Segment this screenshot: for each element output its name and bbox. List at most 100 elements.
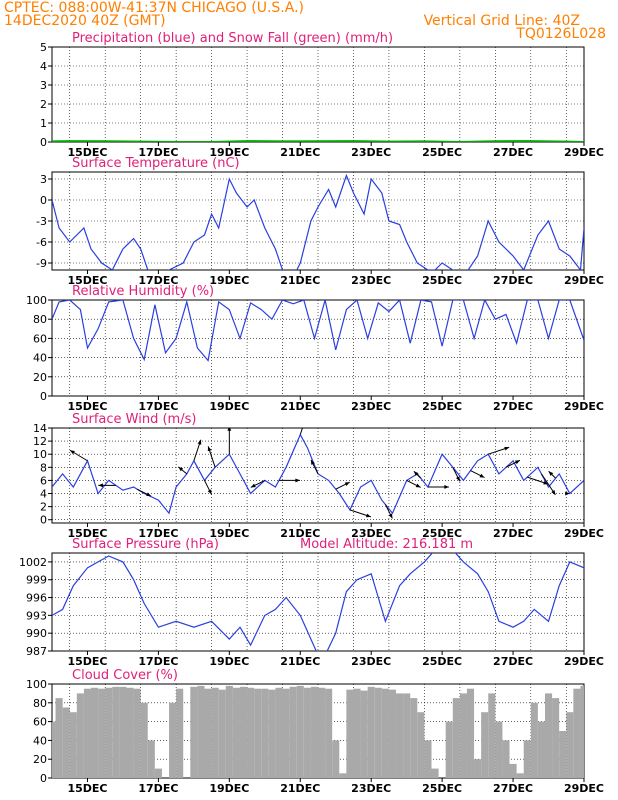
panel-title-precip: Precipitation (blue) and Snow Fall (gree…	[72, 31, 393, 46]
panel-title-cloud: Cloud Cover (%)	[72, 668, 178, 683]
x-tick-label: 25DEC	[422, 400, 462, 413]
panel-title-press: Surface Pressure (hPa)	[72, 537, 219, 552]
y-tick-label: 60	[33, 716, 47, 729]
y-tick-label: 996	[26, 592, 47, 605]
cloud-bar	[247, 687, 255, 778]
y-tick-label: 6	[40, 474, 47, 487]
x-tick-label: 15DEC	[67, 782, 107, 795]
x-tick-label: 27DEC	[493, 527, 533, 540]
y-tick-label: 14	[33, 422, 47, 435]
cloud-bar	[140, 702, 148, 778]
panel-title-rh: Relative Humidity (%)	[72, 284, 214, 299]
cloud-bar	[431, 768, 439, 778]
wind-vector-head	[178, 466, 184, 472]
wind-vector-head	[365, 513, 371, 518]
header-date: 14DEC2020 40Z (GMT)	[4, 13, 166, 29]
panel-title-wind: Surface Wind (m/s)	[72, 412, 196, 427]
x-tick-label: 15DEC	[67, 527, 107, 540]
cloud-bar	[261, 688, 269, 778]
wind-vector-head	[207, 446, 212, 452]
panel-frame	[51, 299, 585, 397]
cloud-bar	[225, 685, 233, 778]
x-tick-label: 15DEC	[67, 146, 107, 159]
x-tick-label: 19DEC	[209, 274, 249, 287]
cloud-bar	[537, 721, 545, 778]
cloud-bar	[346, 689, 354, 778]
x-tick-label: 27DEC	[493, 400, 533, 413]
wind-vector-head	[250, 483, 256, 488]
cloud-bar	[254, 688, 262, 778]
y-tick-label: 20	[33, 753, 47, 766]
cloud-bar	[83, 688, 92, 778]
x-tick-label: 21DEC	[280, 146, 320, 159]
cloud-bar	[318, 687, 326, 778]
cloud-bar	[310, 686, 318, 778]
wind-vector-head	[479, 473, 485, 478]
cloud-bar	[55, 698, 63, 778]
cloud-bar	[523, 740, 531, 778]
wind-vector-head	[551, 489, 556, 495]
cloud-bar	[360, 690, 368, 778]
panel-frame	[51, 552, 585, 652]
y-tick-label: 3	[40, 173, 47, 186]
x-tick-label: 21DEC	[280, 782, 320, 795]
wind-vector-head	[69, 450, 75, 455]
y-tick-label: 100	[26, 294, 47, 307]
cloud-bar	[374, 687, 382, 778]
x-tick-label: 17DEC	[138, 527, 178, 540]
x-tick-label: 19DEC	[209, 527, 249, 540]
cloud-bar	[204, 688, 212, 778]
wind-vector-head	[227, 428, 232, 431]
cloud-bar	[481, 712, 489, 778]
wind-vector-head	[98, 483, 103, 488]
panel-temp: -9 -6 -3 0 3 15DEC 17DEC 19DEC 21DEC 23DEC 25DEC 27…	[36, 156, 604, 287]
wind-vector-head	[146, 492, 152, 497]
x-tick-label: 23DEC	[351, 146, 391, 159]
cloud-bar	[509, 763, 517, 778]
cloud-bar	[105, 687, 113, 778]
cloud-bar	[417, 712, 425, 778]
y-tick-label: 2	[40, 501, 47, 514]
x-tick-label: 29DEC	[564, 400, 604, 413]
cloud-bar	[325, 688, 333, 778]
x-tick-label: 15DEC	[67, 400, 107, 413]
x-tick-label: 15DEC	[67, 655, 107, 668]
y-tick-label: 12	[33, 435, 47, 448]
cloud-bar	[339, 773, 347, 778]
y-tick-label: 999	[26, 574, 47, 587]
cloud-bar	[91, 687, 99, 778]
cloud-bar	[176, 688, 184, 778]
x-tick-label: 23DEC	[351, 655, 391, 668]
x-tick-label: 23DEC	[351, 527, 391, 540]
wind-vector-head	[455, 476, 460, 482]
cloud-bar	[197, 685, 205, 778]
cloud-bar	[52, 721, 56, 778]
cloud-bar	[424, 740, 432, 778]
x-tick-label: 17DEC	[138, 655, 178, 668]
y-tick-label: 100	[26, 678, 47, 691]
cloud-bar	[332, 740, 340, 778]
series-line-temperature	[52, 173, 584, 270]
cloud-bar	[580, 685, 584, 778]
panel-rh: 0 20 40 60 80 100 15DEC 17DEC 19DEC 21DEC 23DEC 25D…	[26, 284, 604, 413]
wind-vector-head	[548, 471, 554, 476]
plot-area-precip	[52, 140, 584, 142]
cloud-bar	[303, 687, 311, 778]
cloud-bar	[552, 698, 560, 778]
cloud-bar	[76, 693, 84, 778]
cloud-bar	[296, 685, 304, 778]
y-tick-label: -9	[36, 257, 47, 270]
plot-area-press	[52, 553, 584, 651]
series-line-green	[52, 140, 584, 142]
panel-title-temp: Surface Temperature (nC)	[72, 156, 240, 171]
x-tick-label: 19DEC	[209, 782, 249, 795]
y-tick-label: 0	[40, 194, 47, 207]
x-tick-label: 25DEC	[422, 782, 462, 795]
cloud-bar	[445, 721, 453, 778]
cloud-bar	[474, 759, 482, 778]
cloud-bar	[190, 686, 198, 778]
y-tick-label: 990	[26, 627, 47, 640]
panel-precip: 0 1 2 3 4 5 15DEC 17DEC 19DEC 21DEC 23DEC 25DEC 27DE…	[40, 31, 604, 159]
cloud-bar	[566, 712, 574, 778]
